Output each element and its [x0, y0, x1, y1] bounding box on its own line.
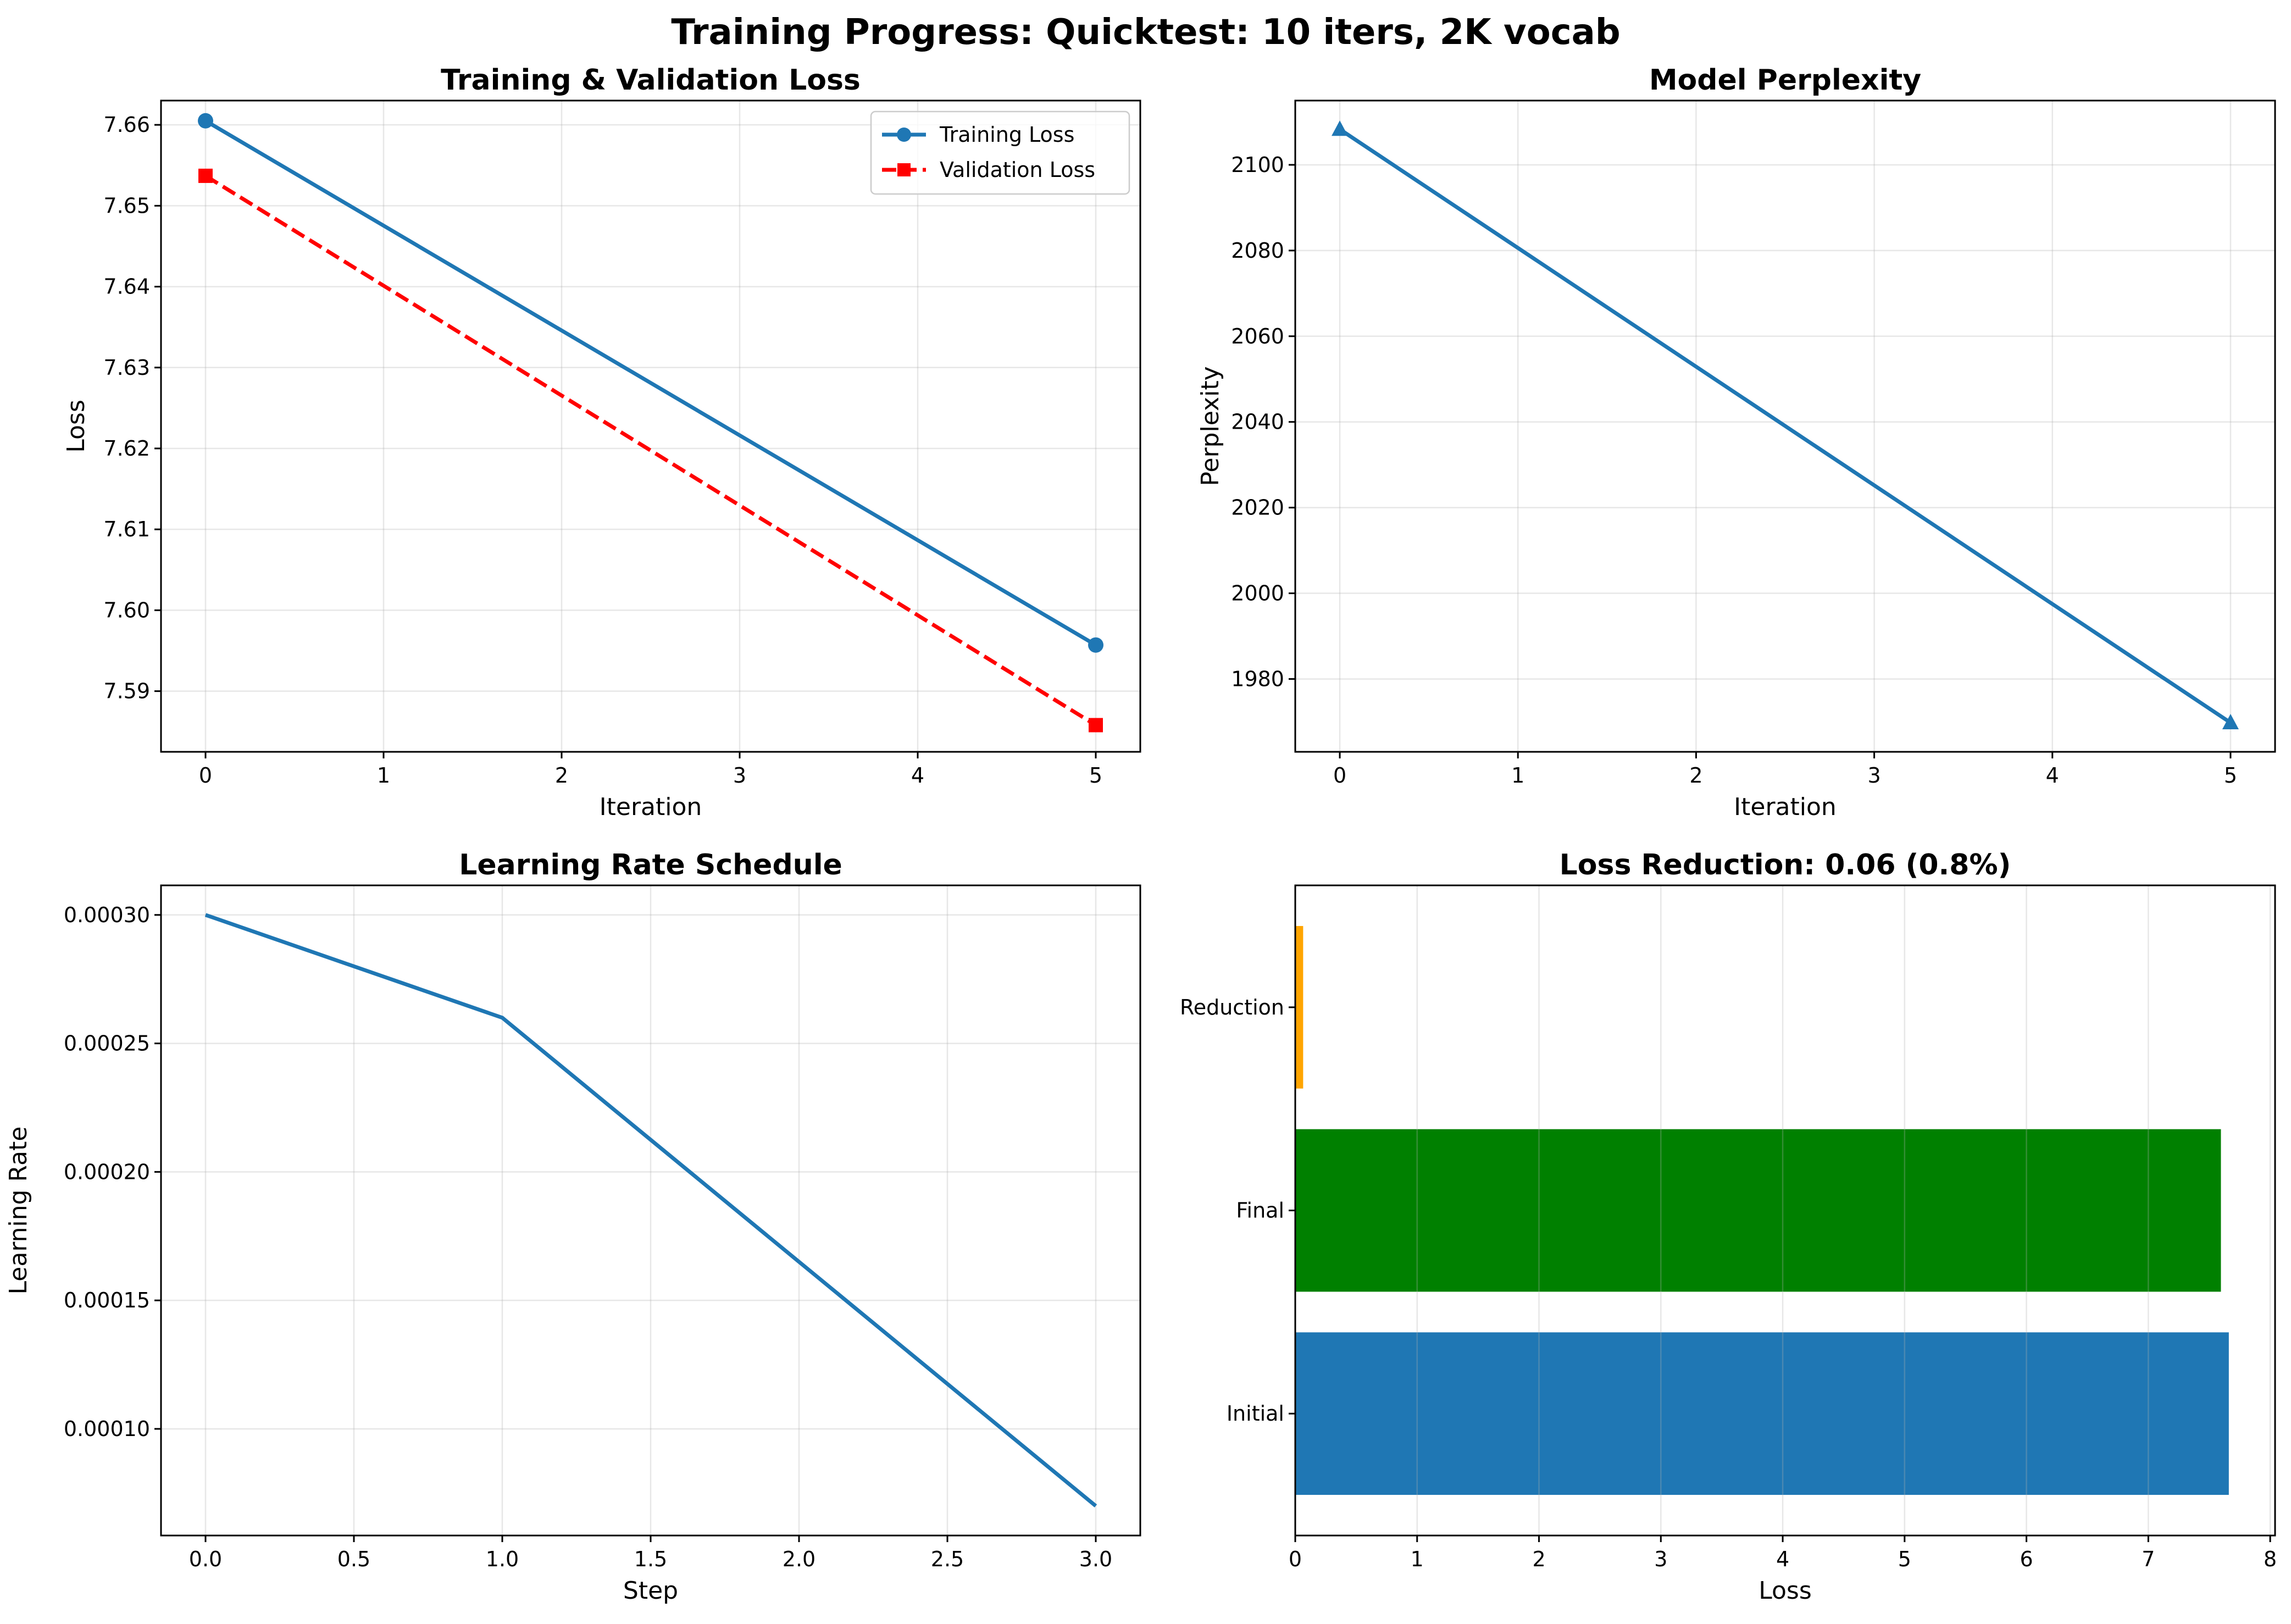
- perplexity-point: [1332, 120, 1349, 136]
- perplexity-ytick-label: 2020: [1231, 496, 1284, 520]
- loss-reduction-chart: 0 1 2 3 4 5 6 7 8 Initial Final Reduction Loss Reduc…: [1180, 849, 2277, 1605]
- loss-point: [198, 168, 213, 183]
- perplexity-ytick-label: 2060: [1231, 324, 1284, 348]
- reduction-title: Loss Reduction: 0.06 (0.8%): [1560, 849, 2011, 882]
- lr-xlabel: Step: [623, 1577, 678, 1605]
- perplexity-xtick-label: 5: [2224, 763, 2237, 788]
- lr-ytick-label: 0.00025: [64, 1032, 150, 1056]
- loss-point: [198, 113, 213, 129]
- perplexity-ytick-label: 1980: [1231, 667, 1284, 691]
- loss-xtick-label: 1: [377, 763, 390, 788]
- reduction-xtick-label: 2: [1532, 1547, 1545, 1571]
- loss-ytick-label: 7.60: [103, 598, 150, 622]
- loss-ylabel: Loss: [62, 400, 90, 453]
- loss-series-line-1: [204, 119, 1097, 647]
- perplexity-ylabel: Perplexity: [1196, 366, 1224, 486]
- perplexity-ytick-label: 2040: [1231, 410, 1284, 434]
- reduction-xlabel: Loss: [1759, 1577, 1812, 1605]
- lr-xtick-label: 1.5: [634, 1547, 667, 1571]
- reduction-ytick-label: Reduction: [1180, 995, 1284, 1019]
- bar-final: [1295, 1129, 2221, 1292]
- perplexity-xlabel: Iteration: [1734, 793, 1837, 821]
- perplexity-ytick-label: 2000: [1231, 581, 1284, 606]
- legend-marker-2: [897, 163, 911, 176]
- reduction-ytick-label: Final: [1236, 1199, 1284, 1223]
- reduction-xtick-label: 7: [2142, 1547, 2155, 1571]
- lr-xtick-label: 0.0: [189, 1547, 222, 1571]
- lr-xtick-label: 2.0: [783, 1547, 816, 1571]
- perplexity-chart: 0 1 2 3 4 5 1980 2000 2020 2040 2060 2080 2100 Model …: [1196, 64, 2276, 821]
- loss-ytick-label: 7.59: [103, 679, 150, 703]
- reduction-xtick-label: 4: [1776, 1547, 1789, 1571]
- lr-ytick-label: 0.00030: [64, 903, 150, 927]
- reduction-xtick-label: 6: [2020, 1547, 2033, 1571]
- loss-chart: 0 1 2 3 4 5 7.59 7.60 7.61 7.62 7.63 7.64 7.65 7.66 Tr…: [62, 64, 1141, 821]
- perplexity-xtick-label: 4: [2046, 763, 2059, 788]
- reduction-xtick-label: 1: [1411, 1547, 1424, 1571]
- loss-xtick-label: 2: [555, 763, 568, 788]
- perplexity-ytick-label: 2080: [1231, 239, 1284, 263]
- legend-box: [870, 110, 1130, 195]
- legend-label-2: Validation Loss: [940, 158, 1095, 182]
- loss-xtick-label: 0: [199, 763, 212, 788]
- lr-xtick-label: 0.5: [337, 1547, 370, 1571]
- lr-ytick-label: 0.00010: [64, 1417, 150, 1441]
- perplexity-frame: [1294, 99, 2276, 753]
- loss-title: Training & Validation Loss: [441, 64, 861, 97]
- learning-rate-chart: 0.0 0.5 1.0 1.5 2.0 2.5 3.0 0.00010 0.00015 0.000…: [4, 849, 1141, 1605]
- loss-ytick-label: 7.64: [103, 275, 150, 299]
- perplexity-xtick-label: 1: [1511, 763, 1524, 788]
- lr-title: Learning Rate Schedule: [459, 849, 842, 882]
- loss-frame: [160, 99, 1141, 753]
- loss-ytick-label: 7.61: [103, 517, 150, 541]
- lr-xtick-label: 2.5: [931, 1547, 964, 1571]
- reduction-xtick-label: 0: [1289, 1547, 1302, 1571]
- perplexity-ytick-label: 2100: [1231, 153, 1284, 177]
- loss-point: [1089, 718, 1103, 733]
- lr-series-line-1: [204, 913, 1097, 1507]
- lr-ylabel: Learning Rate: [4, 1127, 32, 1295]
- lr-ytick-label: 0.00020: [64, 1160, 150, 1184]
- bar-initial: [1295, 1332, 2229, 1495]
- perplexity-point: [2222, 713, 2239, 729]
- loss-series-line-2: [204, 174, 1097, 727]
- reduction-ytick-label: Initial: [1227, 1401, 1284, 1426]
- figure-suptitle: Training Progress: Quicktest: 10 iters, …: [671, 12, 1620, 53]
- loss-point: [1088, 637, 1103, 653]
- lr-ytick-label: 0.00015: [64, 1288, 150, 1312]
- reduction-xtick-label: 8: [2264, 1547, 2277, 1571]
- reduction-xtick-label: 5: [1898, 1547, 1911, 1571]
- loss-ytick-label: 7.63: [103, 356, 150, 380]
- loss-xlabel: Iteration: [600, 793, 702, 821]
- lr-xtick-label: 3.0: [1079, 1547, 1112, 1571]
- perplexity-xtick-label: 3: [1867, 763, 1880, 788]
- loss-xtick-label: 5: [1089, 763, 1102, 788]
- perplexity-xtick-label: 2: [1689, 763, 1702, 788]
- legend-label-1: Training Loss: [939, 123, 1074, 147]
- loss-xtick-label: 4: [911, 763, 924, 788]
- perplexity-series-line-1: [1339, 128, 2232, 724]
- bar-reduction: [1295, 925, 1303, 1089]
- lr-xtick-label: 1.0: [486, 1547, 519, 1571]
- perplexity-title: Model Perplexity: [1649, 64, 1921, 97]
- legend-marker-1: [897, 128, 911, 142]
- reduction-xtick-label: 3: [1654, 1547, 1667, 1571]
- loss-ytick-label: 7.65: [103, 193, 150, 218]
- loss-ytick-label: 7.66: [103, 113, 150, 137]
- loss-xtick-label: 3: [733, 763, 746, 788]
- perplexity-xtick-label: 0: [1333, 763, 1346, 788]
- loss-ytick-label: 7.62: [103, 436, 150, 461]
- legend: Training Loss Validation Loss: [870, 110, 1130, 195]
